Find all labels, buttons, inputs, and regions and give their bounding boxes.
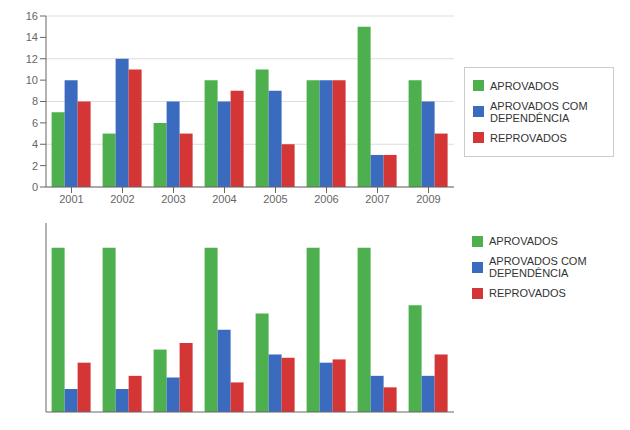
svg-text:0: 0 [32, 181, 38, 193]
svg-text:4: 4 [32, 138, 38, 150]
html-text:APROVADOS COM DEPENDÊNCIA: APROVADOS COM DEPENDÊNCIA [490, 99, 588, 124]
svg-text:6: 6 [32, 117, 38, 129]
html-text:APROVADOS: APROVADOS [489, 235, 558, 247]
svg-text:2003: 2003 [161, 193, 185, 205]
svg-text:2002: 2002 [110, 193, 134, 205]
svg-text:10: 10 [26, 74, 38, 86]
svg-text:12: 12 [26, 53, 38, 65]
svg-text:2001: 2001 [59, 193, 83, 205]
svg-text:2009: 2009 [416, 193, 440, 205]
svg-text:2005: 2005 [263, 193, 287, 205]
svg-text:2: 2 [32, 160, 38, 172]
html-text:APROVADOS: APROVADOS [490, 79, 559, 92]
svg-text:2004: 2004 [212, 193, 236, 205]
svg-text:8: 8 [32, 95, 38, 107]
svg-text:16: 16 [26, 10, 38, 22]
html-text:APROVADOS COM DEPENDÊNCIA: APROVADOS COM DEPENDÊNCIA [489, 255, 587, 279]
html-text:REPROVADOS: REPROVADOS [489, 287, 566, 299]
svg-text:2007: 2007 [365, 193, 389, 205]
svg-text:2006: 2006 [314, 193, 338, 205]
html-text:REPROVADOS: REPROVADOS [490, 131, 567, 144]
svg-text:14: 14 [26, 31, 38, 43]
